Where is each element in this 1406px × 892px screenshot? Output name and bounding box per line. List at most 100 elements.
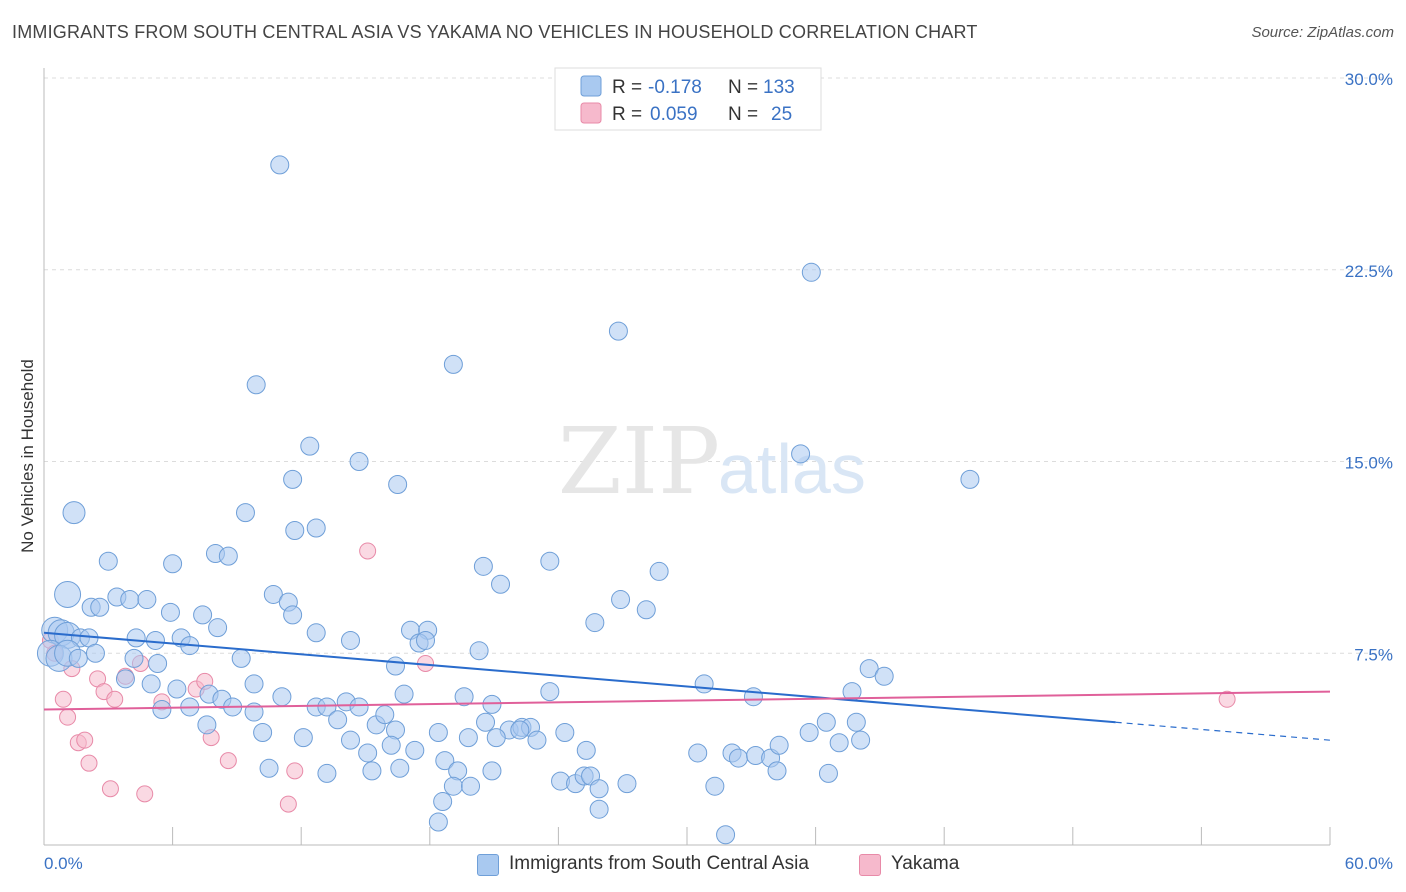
south-central-asia-point (435, 751, 455, 771)
legend-top: R = -0.178 N = 133 R = 0.059 N = 25 (554, 67, 822, 131)
legend-swatch-pink (580, 102, 602, 124)
south-central-asia-point (54, 580, 82, 608)
south-central-asia-point (394, 684, 414, 704)
south-central-asia-point (589, 779, 609, 799)
south-central-asia-point (617, 774, 637, 794)
south-central-asia-point (716, 825, 736, 845)
legend-bottom-swatch-pink (859, 854, 881, 876)
south-central-asia-point (197, 715, 217, 735)
south-central-asia-point (688, 743, 708, 763)
south-central-asia-point (160, 602, 180, 622)
south-central-asia-point (115, 669, 135, 689)
legend-bottom-label-pink: Yakama (891, 853, 960, 874)
south-central-asia-point (433, 792, 453, 812)
trend-lines (43, 631, 1331, 741)
south-central-asia-point (349, 452, 369, 471)
south-central-asia-point (246, 375, 266, 395)
south-central-asia-point (585, 613, 605, 633)
south-central-asia-point (461, 776, 481, 796)
south-central-asia-point (386, 656, 406, 676)
legend-n-value-2: 25 (771, 104, 792, 125)
south-central-asia-point (283, 605, 303, 625)
south-central-asia-point (428, 723, 448, 743)
south-central-asia-point (285, 521, 305, 541)
south-central-asia-point (293, 728, 313, 748)
trend-line-yakama (43, 690, 1331, 711)
south-central-asia-point (818, 763, 838, 783)
y-tick-label: 30.0% (1345, 70, 1393, 89)
south-central-asia-point (540, 551, 560, 571)
south-central-asia-point (816, 712, 836, 732)
legend-r-value-1: -0.178 (648, 77, 702, 98)
south-central-asia-point (611, 590, 631, 610)
yakama-point (76, 731, 94, 749)
south-central-asia-point (388, 475, 408, 495)
south-central-asia-point (705, 776, 725, 796)
south-central-asia-point (231, 648, 251, 668)
yakama-point (279, 795, 297, 813)
south-central-asia-point (510, 720, 530, 740)
legend-bottom-swatch-blue (477, 854, 499, 876)
south-central-asia-point (263, 584, 283, 604)
yakama-point (1218, 690, 1236, 708)
south-central-asia-point (270, 155, 290, 175)
south-central-asia-point (141, 674, 161, 694)
south-central-asia-point (454, 687, 474, 707)
south-central-asia-point (375, 705, 395, 725)
yakama-point (136, 785, 154, 803)
south-central-asia-point (428, 812, 448, 832)
legend-n-label-1: N = (728, 77, 758, 98)
south-central-asia-point (328, 710, 348, 730)
south-central-asia-point (152, 699, 172, 719)
south-central-asia-point (244, 674, 264, 694)
south-central-asia-point (799, 723, 819, 743)
south-central-asia-point (68, 648, 88, 668)
south-central-asia-point (482, 694, 502, 714)
south-central-asia-point (124, 648, 144, 668)
source-label: Source: ZipAtlas.com (1251, 24, 1394, 41)
yakama-points (41, 542, 1236, 813)
south-central-asia-point (259, 758, 279, 778)
south-central-asia-point (473, 556, 493, 576)
south-central-asia-point (458, 728, 478, 748)
south-central-asia-point (960, 469, 980, 489)
south-central-asia-point (829, 733, 849, 753)
axes (43, 68, 1331, 846)
south-central-asia-point (589, 799, 609, 819)
south-central-asia-point (486, 728, 506, 748)
watermark-zip: ZIP (558, 408, 720, 515)
south-central-asia-point (253, 723, 273, 743)
south-central-asia-point (576, 740, 596, 760)
legend-bottom-label-blue: Immigrants from South Central Asia (509, 853, 809, 874)
south-central-asia-point (469, 641, 489, 661)
legend-n-label-2: N = (728, 104, 758, 125)
south-central-asia-point (272, 687, 292, 707)
south-central-asia-point (148, 653, 168, 673)
south-central-asia-point (340, 730, 360, 750)
south-central-asia-points (36, 155, 980, 845)
south-central-asia-point (801, 262, 821, 282)
trend-line-south-central-asia-extension (1115, 721, 1331, 741)
south-central-asia-point (317, 697, 337, 717)
south-central-asia-point (381, 735, 401, 755)
legend-r-label-2: R = (612, 104, 642, 125)
south-central-asia-point (791, 444, 811, 464)
south-central-asia-point (235, 503, 255, 523)
yakama-point (359, 542, 377, 560)
south-central-asia-point (443, 776, 463, 796)
south-central-asia-point (476, 712, 496, 732)
south-central-asia-point (390, 758, 410, 778)
south-central-asia-point (694, 674, 714, 694)
south-central-asia-point (767, 761, 787, 781)
south-central-asia-point (208, 618, 228, 638)
south-central-asia-point (859, 659, 879, 679)
south-central-asia-point (851, 730, 871, 750)
south-central-asia-point (769, 735, 789, 755)
south-central-asia-point (608, 321, 628, 341)
legend-r-value-2: 0.059 (650, 104, 698, 125)
south-central-asia-point (306, 518, 326, 538)
x-tick-label-min: 0.0% (44, 854, 83, 873)
legend-swatch-blue (580, 75, 602, 97)
yakama-point (101, 780, 119, 798)
